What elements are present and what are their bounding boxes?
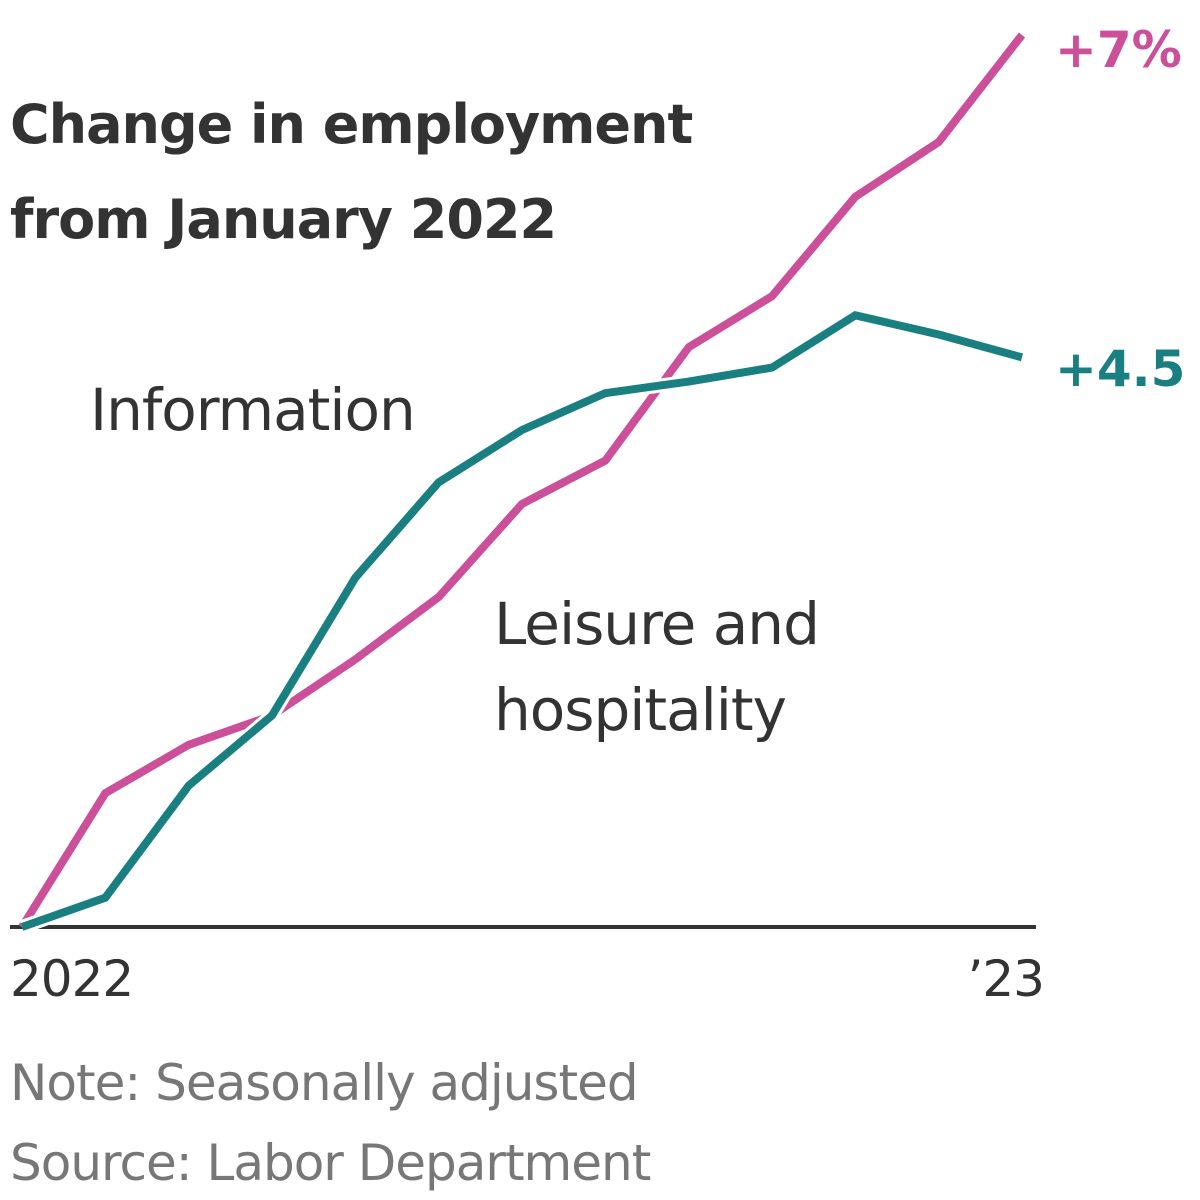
series-label-information: Information xyxy=(90,376,415,444)
series-label-leisure-line-1: Leisure and xyxy=(494,590,819,658)
x-tick-label-end: ’23 xyxy=(967,950,1044,1008)
series-label-leisure-line-2: hospitality xyxy=(494,676,786,744)
chart-note: Note: Seasonally adjusted xyxy=(10,1054,638,1112)
chart-title-line-2: from January 2022 xyxy=(10,188,556,251)
end-label-information: +4.5 xyxy=(1055,340,1185,398)
chart-source: Source: Labor Department xyxy=(10,1134,651,1192)
chart-title-line-1: Change in employment xyxy=(10,93,692,156)
series-line-leisure-and-hospitality xyxy=(18,32,1026,930)
series-group xyxy=(16,30,1028,934)
x-tick-label-start: 2022 xyxy=(10,950,133,1008)
series-halo-leisure-and-hospitality xyxy=(16,30,1028,931)
series-line-information xyxy=(20,311,1024,931)
end-label-leisure: +7% xyxy=(1055,21,1182,79)
